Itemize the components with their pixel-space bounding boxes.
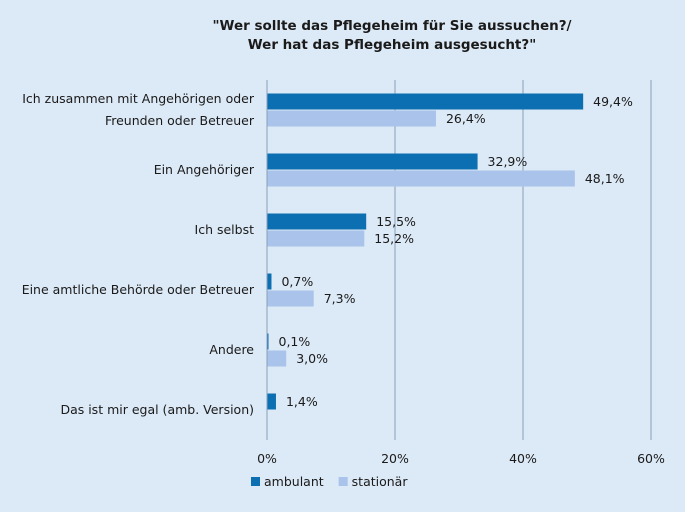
legend-label: ambulant — [264, 474, 324, 489]
data-label: 15,2% — [374, 231, 414, 246]
legend-swatch-stationr — [338, 477, 348, 486]
bar-stationr — [267, 230, 365, 247]
x-tick-label: 20% — [381, 451, 409, 466]
bar-ambulant — [267, 393, 276, 410]
bar-stationr — [267, 350, 287, 367]
legend-label: stationär — [352, 474, 409, 489]
data-label: 0,7% — [281, 274, 313, 289]
data-label: 48,1% — [585, 171, 625, 186]
x-tick-label: 60% — [637, 451, 665, 466]
data-label: 7,3% — [324, 291, 356, 306]
bar-stationr — [267, 110, 436, 127]
data-label: 26,4% — [446, 111, 486, 126]
bar-ambulant — [267, 273, 272, 290]
bar-ambulant — [267, 153, 478, 170]
category-label: Das ist mir egal (amb. Version) — [60, 402, 254, 417]
data-label: 0,1% — [279, 334, 311, 349]
category-label: Ich zusammen mit Angehörigen oder — [22, 91, 255, 106]
x-tick-label: 0% — [257, 451, 277, 466]
bar-stationr — [267, 170, 575, 187]
category-label: Ich selbst — [195, 222, 255, 237]
category-label: Ein Angehöriger — [154, 162, 255, 177]
data-label: 49,4% — [593, 94, 633, 109]
category-label: Freunden oder Betreuer — [105, 113, 255, 128]
x-tick-label: 40% — [509, 451, 537, 466]
data-label: 1,4% — [286, 394, 318, 409]
data-label: 3,0% — [296, 351, 328, 366]
category-label: Eine amtliche Behörde oder Betreuer — [22, 282, 255, 297]
data-label: 15,5% — [376, 214, 416, 229]
chart-title-line: Wer hat das Pflegeheim ausgesucht?" — [248, 37, 537, 53]
category-label: Andere — [209, 342, 254, 357]
bar-ambulant — [267, 213, 367, 230]
bar-stationr — [267, 290, 314, 307]
bar-ambulant — [267, 93, 584, 110]
chart-title-line: "Wer sollte das Pflegeheim für Sie aussu… — [213, 18, 572, 34]
legend-swatch-ambulant — [251, 477, 260, 486]
data-label: 32,9% — [488, 154, 528, 169]
bar-ambulant — [267, 333, 269, 350]
